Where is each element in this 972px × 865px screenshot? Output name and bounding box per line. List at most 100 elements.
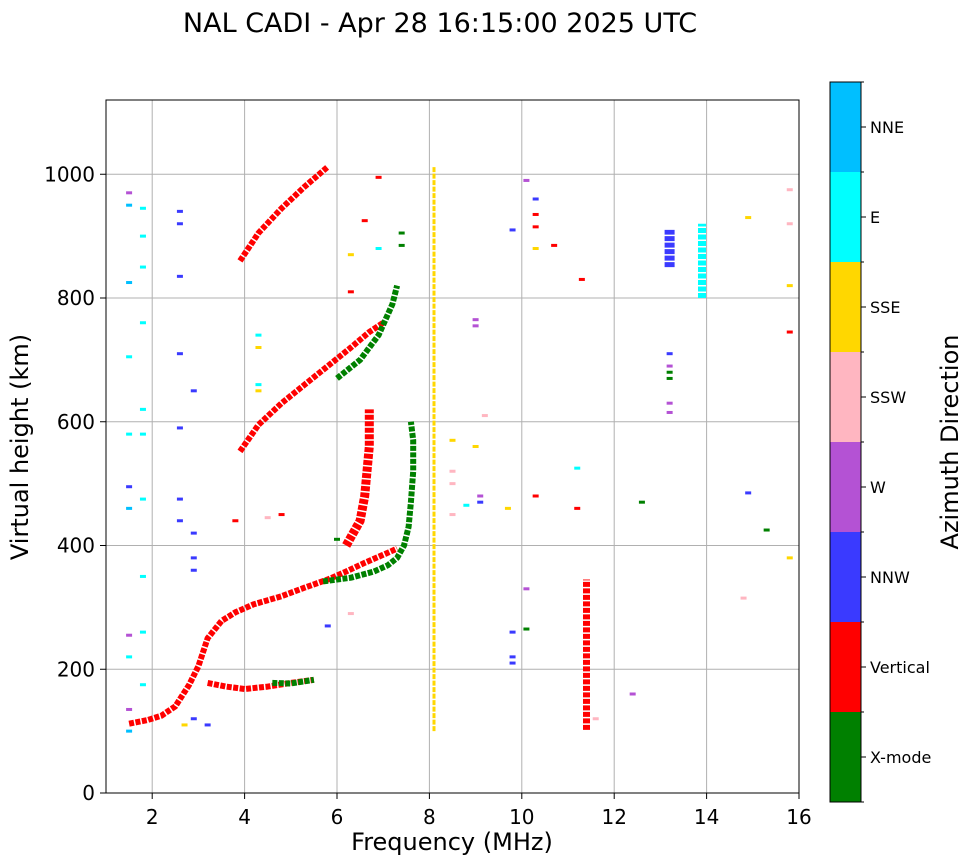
echo-point — [629, 692, 636, 696]
echo-point — [375, 175, 382, 179]
echo-point — [126, 191, 133, 195]
echo-point — [139, 683, 146, 687]
echo-point — [126, 203, 133, 207]
echo-point — [181, 723, 188, 727]
echo-point — [740, 596, 747, 600]
x-tick-label: 8 — [423, 805, 436, 829]
echo-point — [255, 383, 262, 387]
plot-data — [126, 164, 793, 733]
echo-point — [139, 234, 146, 238]
echo-point — [255, 389, 262, 393]
y-tick-label: 1000 — [44, 162, 95, 186]
echo-point — [786, 556, 793, 560]
echo-point — [532, 225, 539, 229]
colorbar-segment — [830, 352, 861, 442]
echo-point — [666, 410, 673, 414]
echo-trace — [272, 676, 315, 687]
colorbar-tick-label: X-mode — [870, 748, 931, 767]
echo-point — [463, 503, 470, 507]
colorbar-label: Azimuth Direction — [936, 335, 964, 550]
echo-point — [449, 469, 456, 473]
echo-point — [232, 519, 239, 523]
x-axis: 2 4 6 8 10 12 14 16 — [146, 793, 812, 829]
echo-point — [126, 707, 133, 711]
echo-point — [278, 513, 285, 517]
x-tick-label: 12 — [601, 805, 626, 829]
echo-point — [126, 432, 133, 436]
y-axis-label: Virtual height (km) — [6, 334, 34, 560]
colorbar-segment — [830, 442, 861, 532]
echo-point — [126, 281, 133, 285]
x-tick-label: 6 — [331, 805, 344, 829]
echo-point — [176, 519, 183, 523]
echo-point — [176, 352, 183, 356]
colorbar-tick-label: W — [870, 478, 886, 497]
echo-point — [509, 661, 516, 665]
echo-point — [509, 655, 516, 659]
colorbar: X-mode Vertical NNW W SSW SSE E NNE — [829, 81, 931, 803]
echo-point — [139, 630, 146, 634]
echo-point — [139, 574, 146, 578]
colorbar-tick-label: NNE — [870, 118, 904, 137]
echo-point — [255, 333, 262, 337]
echo-point — [745, 216, 752, 220]
echo-point — [472, 324, 479, 328]
echo-point — [139, 206, 146, 210]
echo-point — [477, 494, 484, 498]
echo-point — [190, 531, 197, 535]
echo-point — [638, 500, 645, 504]
colorbar-frame — [829, 81, 862, 803]
echo-trace — [128, 545, 399, 727]
echo-point — [592, 717, 599, 721]
echo-point — [532, 247, 539, 250]
echo-point — [347, 612, 354, 616]
echo-point — [176, 497, 183, 501]
echo-point — [574, 506, 581, 510]
echo-point — [472, 318, 479, 322]
echo-point — [477, 500, 484, 504]
echo-point — [449, 438, 456, 442]
y-tick-label: 0 — [82, 781, 95, 805]
colorbar-segment — [830, 712, 861, 802]
colorbar-segment — [830, 82, 861, 172]
echo-point — [204, 723, 211, 727]
echo-point — [481, 414, 488, 418]
echo-point — [523, 587, 530, 591]
colorbar-segment — [830, 622, 861, 712]
echo-point — [264, 516, 271, 520]
echo-trace — [335, 284, 401, 381]
echo-point — [532, 197, 539, 201]
echo-point — [324, 624, 331, 628]
echo-point — [190, 568, 197, 572]
echo-point — [574, 466, 581, 470]
echo-point — [139, 432, 146, 436]
x-tick-label: 10 — [509, 805, 534, 829]
echo-point — [523, 627, 530, 631]
echo-point — [523, 178, 530, 182]
y-axis: 0 200 400 600 800 1000 — [44, 162, 106, 805]
echo-point — [504, 506, 511, 510]
y-tick-label: 200 — [57, 657, 95, 681]
echo-point — [190, 717, 197, 721]
echo-point — [255, 346, 262, 349]
x-tick-label: 14 — [694, 805, 719, 829]
echo-point — [449, 513, 456, 517]
y-tick-label: 800 — [57, 286, 95, 310]
x-tick-label: 16 — [786, 805, 811, 829]
echo-trace — [207, 676, 315, 692]
echo-point — [472, 445, 479, 448]
echo-point — [139, 497, 146, 501]
echo-point — [398, 231, 405, 235]
echo-trace — [237, 164, 330, 263]
echo-trace — [342, 409, 374, 548]
echo-point — [666, 370, 673, 374]
echo-point — [190, 389, 197, 393]
echo-point — [666, 352, 673, 356]
colorbar-tick-label: Vertical — [870, 658, 930, 677]
echo-point — [139, 321, 146, 325]
echo-point — [786, 222, 793, 226]
colorbar-tick-label: SSE — [870, 298, 900, 317]
echo-trace — [237, 320, 385, 454]
x-tick-label: 4 — [238, 805, 251, 829]
